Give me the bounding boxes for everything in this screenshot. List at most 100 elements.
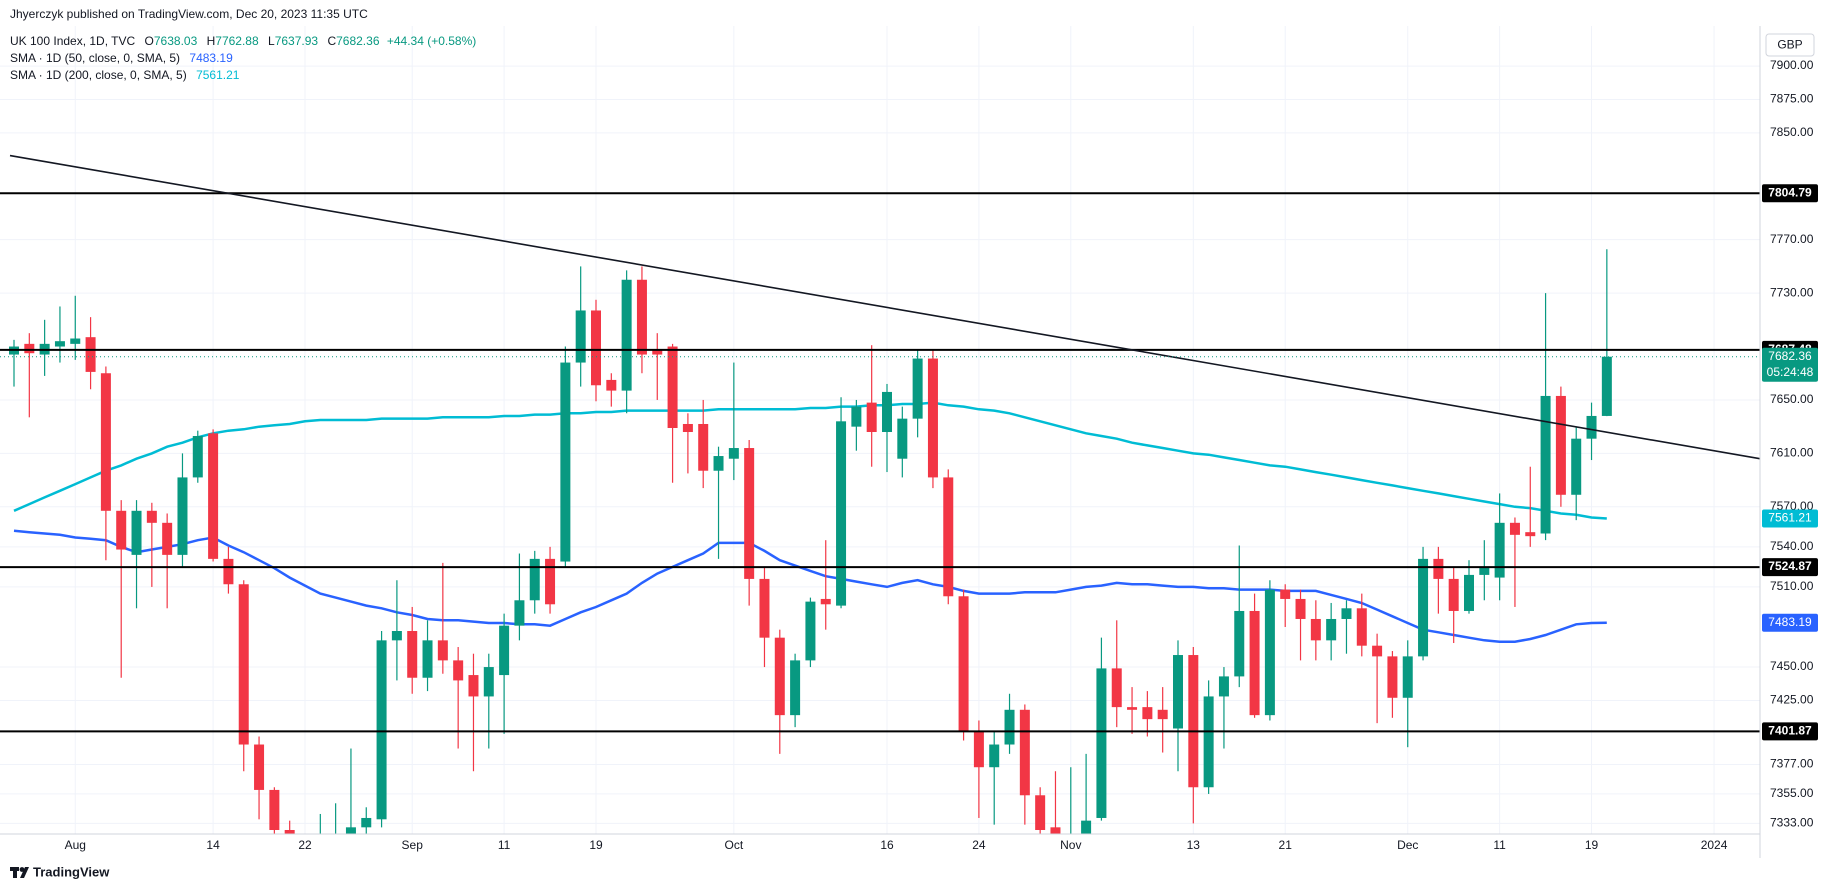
candle-body bbox=[1050, 827, 1061, 834]
candle-body bbox=[284, 829, 295, 834]
candle-body bbox=[805, 601, 816, 661]
candle-body bbox=[836, 421, 847, 606]
candle-body bbox=[636, 279, 647, 355]
ohlc-value: 7682.36 bbox=[336, 34, 380, 48]
candle-body bbox=[958, 596, 969, 732]
candle-body bbox=[70, 338, 81, 344]
candle-body bbox=[667, 346, 678, 428]
y-tick-label: 7650.00 bbox=[1770, 392, 1814, 406]
x-tick-label: 14 bbox=[206, 838, 220, 852]
candle-body bbox=[545, 558, 556, 605]
candle-body bbox=[1264, 589, 1275, 716]
candle-body bbox=[100, 373, 111, 511]
candle-body bbox=[24, 343, 35, 354]
candle-body bbox=[315, 854, 325, 881]
candle-body bbox=[422, 640, 433, 678]
candle-body bbox=[606, 379, 617, 391]
candle-body bbox=[1494, 522, 1505, 578]
candle-body bbox=[407, 630, 418, 678]
x-tick-label: Dec bbox=[1397, 838, 1418, 852]
candle-body bbox=[345, 827, 356, 834]
candle-body bbox=[1173, 655, 1183, 729]
x-tick-label: 13 bbox=[1187, 838, 1201, 852]
ohlc-key: O bbox=[144, 34, 154, 48]
candle-body bbox=[1326, 618, 1337, 641]
plot-area bbox=[0, 154, 1760, 881]
legend-ohlc: UK 100 Index, 1D, TVC O7638.03 H7762.88 … bbox=[10, 34, 476, 48]
candle-body bbox=[1249, 610, 1260, 716]
y-tick-label: 7450.00 bbox=[1770, 659, 1814, 673]
candle-body bbox=[483, 667, 494, 697]
y-tick-label: 7610.00 bbox=[1770, 446, 1814, 460]
ohlc-key: C bbox=[327, 34, 337, 48]
candle-body bbox=[713, 456, 724, 471]
series-value: 7483.19 bbox=[189, 51, 233, 65]
candle-body bbox=[820, 598, 831, 605]
x-tick-label: 19 bbox=[1585, 838, 1599, 852]
x-tick-label: Nov bbox=[1060, 838, 1081, 852]
candle-body bbox=[728, 448, 739, 459]
countdown: 05:24:48 bbox=[1767, 365, 1814, 379]
y-tick-label: 7377.00 bbox=[1770, 757, 1814, 771]
candle-body bbox=[1295, 598, 1306, 619]
change: +44.34 (+0.58%) bbox=[386, 34, 477, 48]
y-tick-label: 7875.00 bbox=[1770, 92, 1814, 106]
candle-body bbox=[1341, 608, 1352, 619]
candle-body bbox=[1096, 668, 1107, 818]
candle-body bbox=[1019, 709, 1030, 796]
candle-body bbox=[331, 841, 341, 854]
level-label-box bbox=[1762, 558, 1818, 577]
x-tick-label: 11 bbox=[1493, 838, 1506, 852]
candle-body bbox=[1586, 415, 1597, 439]
x-tick-label: 2024 bbox=[1701, 838, 1728, 852]
candle-body bbox=[1356, 608, 1367, 646]
candle-body bbox=[1402, 656, 1413, 698]
sma-line bbox=[13, 529, 1607, 643]
level-label: 7401.87 bbox=[1768, 724, 1812, 738]
level-label: 7524.87 bbox=[1768, 559, 1812, 573]
y-tick-label: 7425.00 bbox=[1770, 693, 1814, 707]
candle-body bbox=[698, 423, 709, 471]
price-axis: 7333.00 7355.00 7377.00 7425.00 7450.00 7510.… bbox=[1762, 58, 1818, 829]
candle-body bbox=[1479, 566, 1490, 575]
series-label: 7483.19 bbox=[1768, 615, 1812, 629]
series-label-box bbox=[1762, 613, 1818, 632]
sma-line bbox=[13, 401, 1607, 520]
candle-body bbox=[376, 640, 387, 820]
grid bbox=[0, 26, 1760, 834]
candle-body bbox=[1509, 522, 1520, 535]
logo bbox=[10, 867, 29, 878]
published-line: Jhyerczyk published on TradingView.com, … bbox=[10, 7, 368, 21]
candle-body bbox=[989, 744, 1000, 768]
x-tick-label: 16 bbox=[880, 838, 894, 852]
candle-body bbox=[1555, 395, 1566, 495]
candle-body bbox=[1111, 668, 1122, 708]
candle-body bbox=[1433, 558, 1444, 579]
candle-body bbox=[575, 310, 586, 363]
y-tick-label: 7510.00 bbox=[1770, 579, 1814, 593]
candle-body bbox=[177, 477, 188, 555]
candle-body bbox=[560, 362, 571, 562]
level-label-box bbox=[1762, 184, 1818, 203]
x-tick-label: 11 bbox=[498, 838, 511, 852]
candle-body bbox=[208, 433, 219, 559]
x-tick-label: 24 bbox=[972, 838, 986, 852]
legend-sma50: SMA · 1D (50, close, 0, SMA, 5) 7483.19 bbox=[10, 51, 233, 65]
candle-body bbox=[514, 600, 525, 626]
series-label-box bbox=[1762, 509, 1818, 528]
candle-body bbox=[744, 448, 755, 579]
candle-body bbox=[1280, 589, 1291, 599]
candle-body bbox=[361, 817, 372, 828]
y-tick-label: 7355.00 bbox=[1770, 786, 1814, 800]
candle-body bbox=[790, 660, 801, 716]
candle-body bbox=[1004, 709, 1015, 745]
candle-body bbox=[300, 867, 310, 880]
series-name: SMA · 1D (200, close, 0, SMA, 5) bbox=[10, 68, 187, 82]
series-value: 7561.21 bbox=[196, 68, 240, 82]
candle-body bbox=[1218, 676, 1229, 697]
y-tick-label: 7333.00 bbox=[1770, 815, 1814, 829]
legend-sma200: SMA · 1D (200, close, 0, SMA, 5) 7561.21 bbox=[10, 68, 239, 82]
candle-body bbox=[116, 510, 127, 550]
